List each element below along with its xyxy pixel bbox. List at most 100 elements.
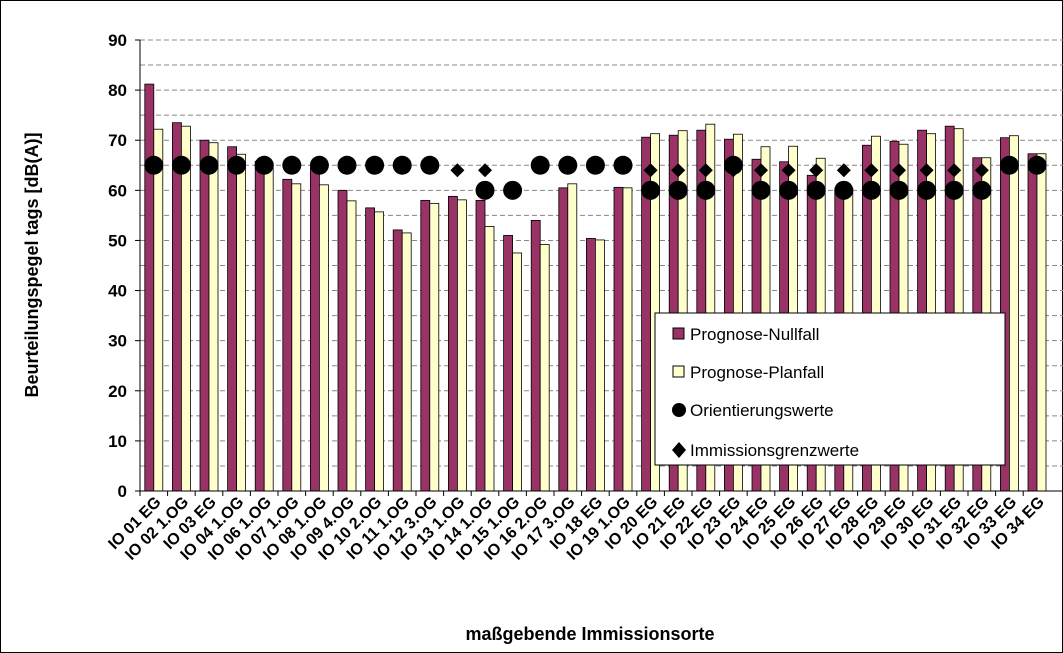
marker-orientierungswert xyxy=(861,180,881,200)
bar-nullfall xyxy=(144,83,155,492)
legend-marker-grenzwerte xyxy=(672,442,686,458)
legend-marker-orientierung xyxy=(672,403,686,417)
bar-nullfall xyxy=(171,122,182,492)
bar-planfall xyxy=(346,200,357,492)
marker-orientierungswert xyxy=(365,155,385,175)
marker-orientierungswert xyxy=(227,155,247,175)
marker-orientierungswert xyxy=(420,155,440,175)
marker-orientierungswert xyxy=(944,180,964,200)
marker-orientierungswert xyxy=(309,155,329,175)
x-axis-title: maßgebende Immissionsorte xyxy=(465,624,714,644)
y-axis-title: Beurteilungspegel tags [dB(A)] xyxy=(22,132,42,397)
bar-planfall xyxy=(318,184,329,492)
y-tick-label: 0 xyxy=(118,482,127,501)
marker-orientierungswert xyxy=(889,180,909,200)
bar-nullfall xyxy=(613,186,624,492)
bar-planfall xyxy=(208,142,219,492)
bar-nullfall xyxy=(227,146,238,492)
bar-nullfall xyxy=(558,187,569,492)
marker-immissionsgrenzwert xyxy=(947,163,962,178)
y-tick-label: 80 xyxy=(108,81,127,100)
bar-planfall xyxy=(180,125,191,492)
marker-orientierungswert xyxy=(999,155,1019,175)
bar-nullfall xyxy=(282,178,293,492)
marker-immissionsgrenzwert xyxy=(450,163,465,178)
marker-immissionsgrenzwert xyxy=(698,163,713,178)
bar-nullfall xyxy=(365,207,376,492)
marker-orientierungswert xyxy=(337,155,357,175)
bar-planfall xyxy=(263,162,274,492)
bar-planfall xyxy=(456,199,467,492)
marker-immissionsgrenzwert xyxy=(864,163,879,178)
bar-planfall xyxy=(153,128,164,492)
legend: Prognose-Nullfall Prognose-Planfall Orie… xyxy=(654,312,1006,466)
marker-orientierungswert xyxy=(585,155,605,175)
marker-orientierungswert xyxy=(668,180,688,200)
bar-nullfall xyxy=(199,139,210,492)
marker-orientierungswert xyxy=(641,180,661,200)
marker-immissionsgrenzwert xyxy=(754,163,768,178)
legend-label-grenzwerte: Immissionsgrenzwerte xyxy=(690,441,859,460)
marker-orientierungswert xyxy=(282,155,302,175)
bar-planfall xyxy=(1036,153,1047,492)
marker-orientierungswert xyxy=(475,180,495,200)
y-tick-label: 30 xyxy=(108,332,127,351)
bar-nullfall xyxy=(530,219,541,492)
marker-orientierungswert xyxy=(199,155,219,175)
legend-swatch-planfall xyxy=(672,365,685,378)
bar-nullfall xyxy=(503,235,514,492)
marker-immissionsgrenzwert xyxy=(478,163,492,178)
bar-nullfall xyxy=(586,238,596,492)
bar-nullfall xyxy=(1027,153,1038,492)
marker-immissionsgrenzwert xyxy=(643,163,658,178)
marker-orientierungswert xyxy=(1027,155,1047,175)
bar-nullfall xyxy=(392,229,403,492)
bar-nullfall xyxy=(420,199,431,492)
marker-immissionsgrenzwert xyxy=(726,163,741,178)
bar-planfall xyxy=(401,232,412,492)
bar-planfall xyxy=(1009,135,1019,492)
bar-planfall xyxy=(236,153,247,492)
marker-immissionsgrenzwert xyxy=(919,163,934,178)
bar-planfall xyxy=(567,183,578,492)
marker-orientierungswert xyxy=(144,155,164,175)
markers xyxy=(144,155,1047,200)
bar-planfall xyxy=(374,211,385,492)
marker-orientierungswert xyxy=(254,155,274,175)
y-tick-label: 90 xyxy=(108,31,127,50)
legend-box xyxy=(654,312,1006,466)
marker-immissionsgrenzwert xyxy=(671,163,686,178)
y-tick-label: 40 xyxy=(108,282,127,301)
bar-planfall xyxy=(539,244,550,492)
y-tick-label: 20 xyxy=(108,382,127,401)
bar-nullfall xyxy=(447,195,458,492)
marker-orientierungswert xyxy=(834,180,854,200)
bar-planfall xyxy=(512,252,522,492)
marker-orientierungswert xyxy=(530,155,550,175)
marker-orientierungswert xyxy=(917,180,937,200)
legend-label-orientierung: Orientierungswerte xyxy=(690,401,834,420)
legend-swatch-nullfall xyxy=(672,327,685,340)
bar-nullfall xyxy=(337,189,348,492)
bar-planfall xyxy=(429,202,440,492)
marker-orientierungswert xyxy=(171,155,191,175)
marker-immissionsgrenzwert xyxy=(809,163,824,178)
marker-orientierungswert xyxy=(503,180,523,200)
marker-orientierungswert xyxy=(392,155,412,175)
marker-immissionsgrenzwert xyxy=(781,163,796,178)
marker-orientierungswert xyxy=(751,180,771,200)
bar-nullfall xyxy=(254,160,265,492)
marker-orientierungswert xyxy=(558,155,578,175)
bar-planfall xyxy=(622,187,633,492)
marker-orientierungswert xyxy=(613,155,633,175)
legend-label-planfall: Prognose-Planfall xyxy=(690,363,824,382)
bar-planfall xyxy=(484,226,495,492)
marker-immissionsgrenzwert xyxy=(836,163,851,178)
marker-orientierungswert xyxy=(779,180,799,200)
marker-orientierungswert xyxy=(972,180,992,200)
axes: 0 10 20 30 40 50 60 70 80 90 xyxy=(108,31,1063,501)
legend-label-nullfall: Prognose-Nullfall xyxy=(690,325,819,344)
y-tick-label: 50 xyxy=(108,231,127,250)
